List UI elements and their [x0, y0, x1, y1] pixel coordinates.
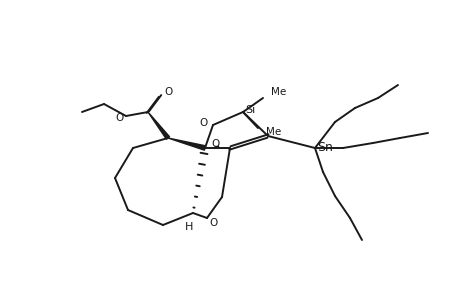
Text: O: O [199, 118, 207, 128]
Text: O: O [164, 87, 172, 97]
Text: Si: Si [245, 105, 255, 115]
Text: H: H [185, 222, 193, 232]
Text: O: O [209, 218, 218, 228]
Polygon shape [148, 112, 169, 139]
Text: Me: Me [265, 127, 280, 137]
Text: O: O [212, 139, 220, 149]
Text: Sn: Sn [316, 140, 332, 154]
Text: O: O [116, 113, 124, 123]
Text: Me: Me [270, 87, 285, 97]
Polygon shape [168, 138, 205, 150]
